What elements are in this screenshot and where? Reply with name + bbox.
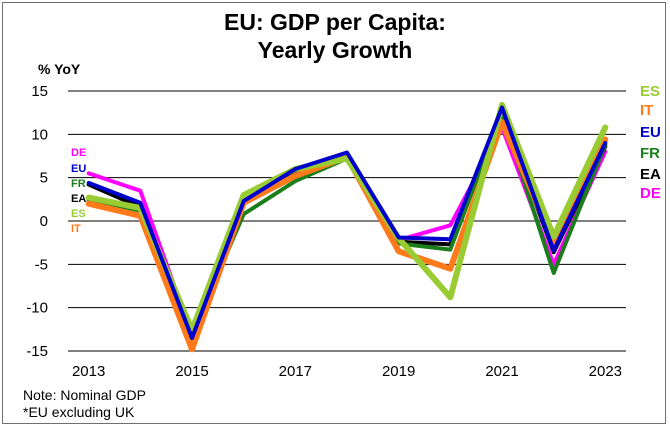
legend-right-eu: EU	[640, 124, 661, 141]
legend-left-eu: EU	[71, 163, 87, 175]
legend-left-ea: EA	[71, 193, 87, 205]
x-tick-label: 2013	[72, 363, 105, 380]
note-eu-excluding-uk: *EU excluding UK	[23, 404, 135, 420]
series-line-fr	[86, 110, 608, 336]
x-tick-label: 2019	[382, 363, 415, 380]
legend-left-fr: FR	[71, 178, 86, 190]
y-tick-label: -15	[26, 343, 48, 360]
chart-frame	[2, 2, 666, 424]
x-tick-label: 2015	[175, 363, 208, 380]
legend-right-it: IT	[640, 102, 654, 119]
y-axis-label: % YoY	[38, 61, 81, 77]
series-line-es	[85, 101, 609, 334]
legend-right-fr: FR	[640, 145, 660, 162]
x-tick-label: 2023	[589, 363, 622, 380]
legend-right-es: ES	[640, 83, 661, 100]
y-tick-label: -5	[35, 256, 48, 273]
legend-left-it: IT	[71, 223, 81, 235]
legend-right-ea: EA	[640, 166, 661, 183]
legend-left-de: DE	[71, 147, 87, 159]
legend-right-de: DE	[640, 185, 661, 202]
y-tick-label: 15	[31, 83, 48, 100]
series-line-eu	[86, 105, 608, 340]
y-tick-label: -10	[26, 300, 48, 317]
chart-title-line-2: Yearly Growth	[257, 37, 413, 63]
x-tick-label: 2017	[279, 363, 312, 380]
y-tick-label: 5	[40, 170, 48, 187]
series-line-ea	[86, 109, 608, 340]
x-tick-label: 2021	[485, 363, 518, 380]
chart-title-line-1: EU: GDP per Capita:	[224, 9, 446, 35]
note-nominal-gdp: Note: Nominal GDP	[23, 387, 146, 403]
y-tick-label: 10	[31, 126, 48, 143]
y-tick-label: 0	[40, 213, 48, 230]
legend-left-es: ES	[71, 208, 86, 220]
